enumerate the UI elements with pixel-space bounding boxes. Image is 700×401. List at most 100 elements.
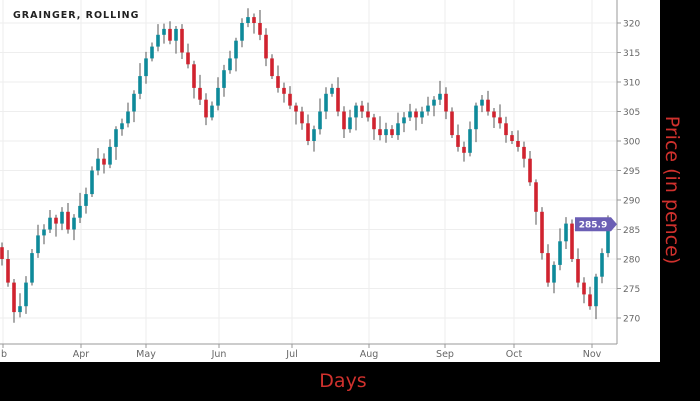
y-tick-label: 280 [623,256,640,266]
x-tick-label: Jul [285,349,297,360]
candle-body [132,93,136,112]
candle-body [204,99,208,118]
candle-body [330,87,334,94]
candle-body [108,146,112,165]
candle-body [78,205,82,218]
candlestick-chart: 270 275 280 285 290 295 300 305 310 315 320 b Apr May… [0,0,640,360]
y-tick-label: 295 [623,167,640,177]
candle-body [66,211,70,230]
y-tick-label: 285 [623,226,640,236]
candle-body [582,282,586,295]
candle-body [516,141,520,147]
y-tick-label: 315 [623,49,640,59]
candle-body [294,105,298,112]
candle-body [54,217,58,224]
y-tick-label: 270 [623,315,640,325]
candle-body [468,129,472,153]
candle-body [318,111,322,130]
candle-body [312,129,316,141]
candle-body [60,211,64,224]
candle-body [408,111,412,118]
x-tick-label: Jun [211,349,227,360]
candle-body [366,111,370,118]
candle-body [42,229,46,236]
candle-body [6,259,10,283]
candle-body [228,58,232,71]
candle-body [84,194,88,206]
y-axis-title: Price (in pence) [661,115,683,265]
candle-body [528,158,532,183]
candle-body [504,123,508,136]
y-tick-label: 275 [623,285,640,295]
x-tick-label: Sep [436,349,454,360]
candle-body [444,93,448,112]
x-axis-title: Days [319,370,367,392]
candle-body [198,87,202,100]
candle-body [564,223,568,242]
candle-body [594,276,598,307]
candle-body [540,211,544,254]
candle-body [558,241,562,265]
candle-body [372,117,376,130]
candle-body [450,111,454,136]
candle-body [378,129,382,136]
candle-body [606,224,610,254]
candle-body [492,111,496,118]
candle-body [306,123,310,141]
x-tick-label: Apr [73,349,90,360]
candle-body [510,135,514,141]
candle-body [342,111,346,130]
candle-body [246,17,250,23]
candle-body [396,123,400,136]
y-tick-label: 305 [623,108,640,118]
candle-body [150,46,154,59]
candle-body [576,259,580,283]
candle-body [102,158,106,165]
candle-body [288,93,292,106]
candle-body [438,93,442,100]
candle-body [588,294,592,307]
candle-body [324,93,328,112]
candle-body [522,146,526,159]
candle-body [0,247,4,259]
last-price-flag [575,217,617,232]
candle-body [300,111,304,124]
candle-body [180,28,184,53]
candle-body [414,111,418,118]
candle-body [240,23,244,41]
candle-body [426,105,430,112]
candle-body [168,28,172,41]
candle-body [36,235,40,254]
candle-body [360,105,364,112]
candle-body [258,23,262,35]
candle-body [336,87,340,112]
candle-body [144,58,148,77]
candle-body [276,76,280,88]
candle-body [486,99,490,112]
x-tick-label: Aug [360,349,379,360]
candle-body [126,111,130,124]
candle-body [546,253,550,283]
candle-body [390,129,394,136]
candle-body [462,146,466,153]
candle-body [234,40,238,59]
candle-body [72,217,76,230]
candle-body [222,70,226,88]
candle-body [384,129,388,136]
candle-body [282,87,286,94]
y-tick-label: 300 [623,138,640,148]
chart-panel: 270 275 280 285 290 295 300 305 310 315 320 b Apr May… [0,0,660,362]
candle-body [600,253,604,277]
candle-body [570,223,574,259]
candle-body [120,123,124,130]
candle-body [432,99,436,106]
candle-body [12,282,16,313]
candle-body [420,111,424,118]
candle-body [270,58,274,77]
candle-body [216,87,220,106]
x-tick-label: Nov [583,349,602,360]
candle-body [480,99,484,106]
candle-body [552,264,556,283]
candle-body [30,253,34,283]
